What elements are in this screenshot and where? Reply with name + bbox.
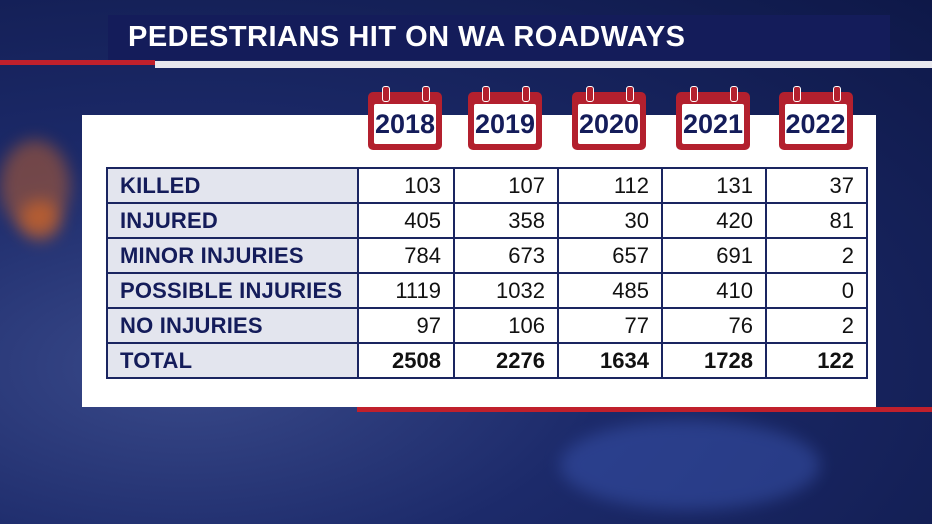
table-row: TOTAL 2508 2276 1634 1728 122 [106,342,868,379]
cell: 673 [453,237,559,274]
cell: 410 [661,272,767,309]
cell: 657 [557,237,663,274]
row-label: KILLED [106,167,359,204]
cell: 76 [661,307,767,344]
cell: 1032 [453,272,559,309]
calendar-ring [792,86,801,102]
year-header: 2019 [468,86,542,150]
data-table: KILLED 103 107 112 131 37 INJURED 405 358 30 420 81… [106,167,868,379]
cell: 784 [357,237,455,274]
cell: 30 [557,202,663,239]
calendar-ring [522,86,530,102]
cell: 112 [557,167,663,204]
row-label: INJURED [106,202,359,239]
cell: 97 [357,307,455,344]
year-label: 2019 [474,104,536,144]
row-label: POSSIBLE INJURIES [106,272,359,309]
row-label: TOTAL [106,342,359,379]
table-row: MINOR INJURIES 784 673 657 691 2 [106,237,868,274]
calendar-ring [626,86,634,102]
cell: 405 [357,202,455,239]
cell: 1728 [661,342,767,379]
table-row: KILLED 103 107 112 131 37 [106,167,868,204]
year-label: 2020 [578,104,640,144]
cell: 103 [357,167,455,204]
table-row: INJURED 405 358 30 420 81 [106,202,868,239]
calendar-ring [586,86,594,102]
cell: 2 [765,307,868,344]
year-header: 2020 [572,86,646,150]
calendar-ring [382,86,390,102]
year-header: 2021 [676,86,750,150]
year-header: 2022 [778,86,853,150]
cell: 77 [557,307,663,344]
cell: 2508 [357,342,455,379]
calendar-ring [730,86,738,102]
cell: 2 [765,237,868,274]
cell: 2276 [453,342,559,379]
bokeh [20,200,60,240]
cell: 131 [661,167,767,204]
cell: 485 [557,272,663,309]
calendar-ring [690,86,698,102]
table-row: NO INJURIES 97 106 77 76 2 [106,307,868,344]
row-label: MINOR INJURIES [106,237,359,274]
cell: 691 [661,237,767,274]
calendar-ring [482,86,490,102]
cell: 1634 [557,342,663,379]
calendar-ring [832,86,841,102]
row-label: NO INJURIES [106,307,359,344]
calendar-ring [422,86,430,102]
year-label: 2018 [374,104,436,144]
cell: 0 [765,272,868,309]
title: PEDESTRIANS HIT ON WA ROADWAYS [128,21,686,53]
cell: 358 [453,202,559,239]
bokeh [560,420,820,510]
year-header: 2018 [368,86,442,150]
title-bar: PEDESTRIANS HIT ON WA ROADWAYS [108,15,890,60]
cell: 122 [765,342,868,379]
cell: 106 [453,307,559,344]
cell: 420 [661,202,767,239]
rule [155,61,932,68]
rule [357,407,932,412]
rule [0,60,155,65]
cell: 107 [453,167,559,204]
cell: 37 [765,167,868,204]
table-row: POSSIBLE INJURIES 1119 1032 485 410 0 [106,272,868,309]
cell: 81 [765,202,868,239]
year-label: 2021 [682,104,744,144]
year-label: 2022 [784,104,847,144]
cell: 1119 [357,272,455,309]
